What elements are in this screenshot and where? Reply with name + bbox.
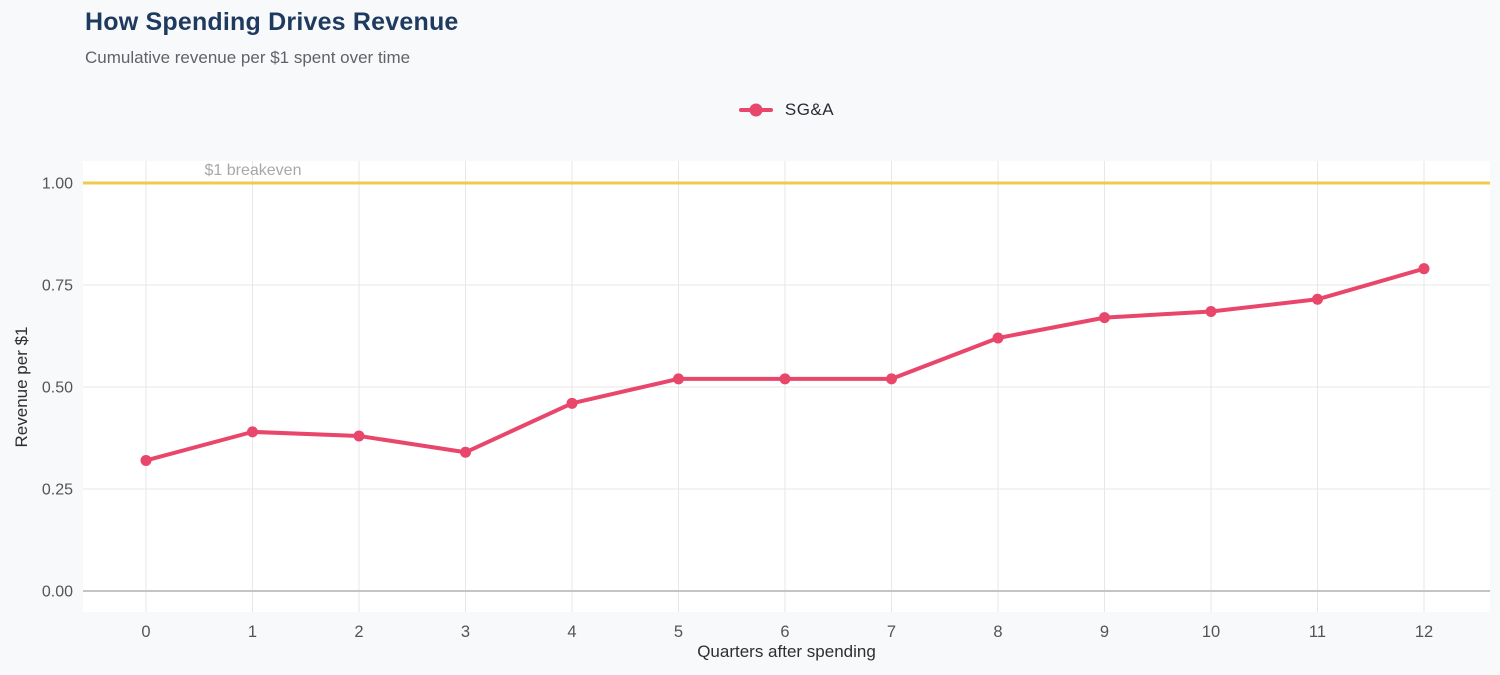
x-tick-label: 12 xyxy=(1415,623,1433,641)
x-tick-label: 0 xyxy=(141,623,150,641)
page-title: How Spending Drives Revenue xyxy=(85,8,459,36)
x-tick-label: 10 xyxy=(1202,623,1220,641)
y-axis-title: Revenue per $1 xyxy=(12,326,31,448)
x-axis-title: Quarters after spending xyxy=(697,642,876,661)
data-point-q2[interactable] xyxy=(353,430,365,442)
data-point-q0[interactable] xyxy=(140,454,152,466)
data-point-q1[interactable] xyxy=(247,426,258,438)
x-tick-label: 11 xyxy=(1309,623,1326,641)
data-point-q6[interactable] xyxy=(779,373,791,385)
line-chart: 0 1 2 3 4 5 6 7 8 9 10 11 120.000.250.500.751.00 xyxy=(42,161,1490,641)
x-tick-label: 1 xyxy=(248,623,257,641)
data-point-q8[interactable] xyxy=(992,332,1004,344)
legend-line-dot-marker xyxy=(738,103,773,117)
data-point-q4[interactable] xyxy=(566,397,578,409)
data-point-q7[interactable] xyxy=(886,373,897,385)
x-tick-label: 9 xyxy=(1100,623,1109,641)
legend-label: SG&A xyxy=(784,100,835,119)
x-tick-label: 2 xyxy=(354,623,363,641)
y-tick-label: 0.50 xyxy=(42,380,73,397)
x-tick-label: 3 xyxy=(461,623,470,641)
legend-dot-swatch xyxy=(749,103,763,117)
x-tick-label: 5 xyxy=(674,623,683,641)
data-point-q11[interactable] xyxy=(1312,293,1323,305)
data-point-q12[interactable] xyxy=(1418,263,1430,275)
page-subtitle: Cumulative revenue per $1 spent over tim… xyxy=(85,48,411,67)
data-point-q9[interactable] xyxy=(1099,312,1110,324)
data-point-q3[interactable] xyxy=(460,446,471,458)
legend-item-sga[interactable]: SG&A xyxy=(738,100,835,120)
y-tick-label: 0.75 xyxy=(42,278,73,295)
x-tick-label: 8 xyxy=(993,623,1002,641)
x-tick-label: 4 xyxy=(567,623,576,641)
x-tick-label: 7 xyxy=(887,623,896,641)
x-tick-label: 6 xyxy=(780,623,789,641)
y-tick-label: 1.00 xyxy=(42,176,73,193)
legend: SG&A xyxy=(83,96,1490,124)
data-point-q10[interactable] xyxy=(1205,306,1217,318)
data-point-q5[interactable] xyxy=(673,373,684,385)
y-tick-label: 0.25 xyxy=(42,482,73,499)
breakeven-annotation: $1 breakeven xyxy=(204,162,302,179)
y-tick-label: 0.00 xyxy=(42,584,73,601)
